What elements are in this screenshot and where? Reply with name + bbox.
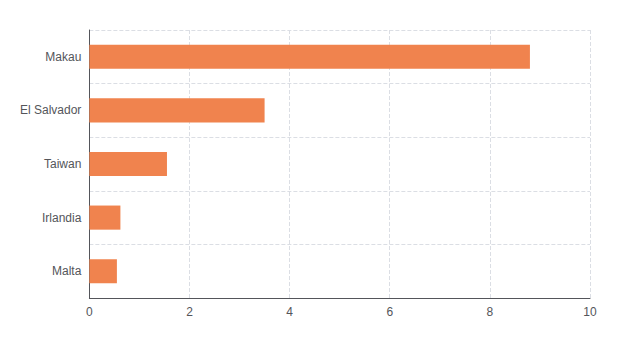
svg-text:0: 0 (86, 305, 93, 319)
svg-text:Irlandia: Irlandia (42, 211, 82, 225)
svg-text:El Salvador: El Salvador (20, 103, 81, 117)
svg-text:Malta: Malta (52, 264, 82, 278)
svg-text:Makau: Makau (45, 50, 81, 64)
svg-text:6: 6 (386, 305, 393, 319)
svg-text:4: 4 (286, 305, 293, 319)
svg-text:2: 2 (186, 305, 193, 319)
svg-text:Taiwan: Taiwan (44, 157, 81, 171)
svg-text:8: 8 (487, 305, 494, 319)
svg-text:10: 10 (583, 305, 597, 319)
